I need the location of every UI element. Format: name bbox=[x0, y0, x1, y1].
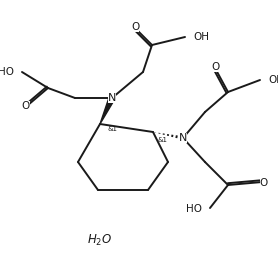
Text: HO: HO bbox=[0, 67, 14, 77]
Text: N: N bbox=[179, 133, 187, 143]
Text: &1: &1 bbox=[108, 126, 118, 132]
Text: O: O bbox=[211, 62, 219, 72]
Text: O: O bbox=[131, 22, 139, 32]
Text: N: N bbox=[108, 93, 116, 103]
Text: O: O bbox=[260, 178, 268, 188]
Text: &1: &1 bbox=[158, 137, 168, 143]
Text: H$_2$O: H$_2$O bbox=[87, 232, 113, 248]
Text: OH: OH bbox=[193, 32, 209, 42]
Text: HO: HO bbox=[186, 204, 202, 214]
Text: OH: OH bbox=[268, 75, 278, 85]
Text: O: O bbox=[22, 101, 30, 111]
Polygon shape bbox=[100, 97, 115, 124]
